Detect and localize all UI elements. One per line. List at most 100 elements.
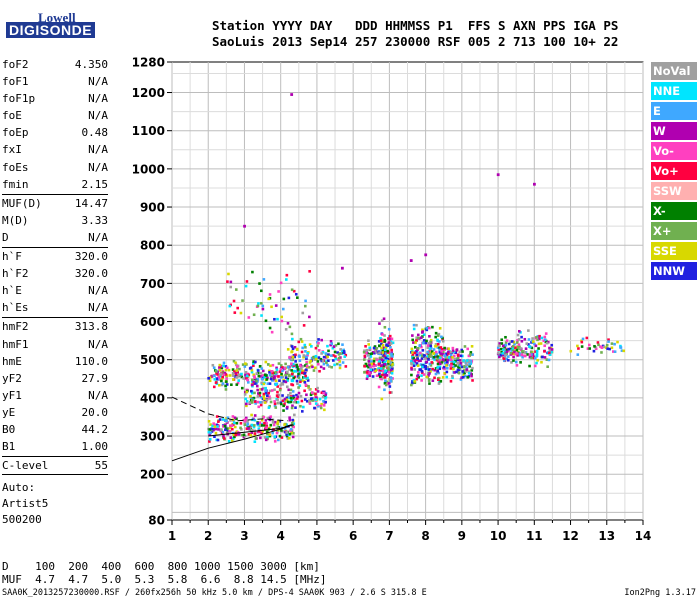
echo-point (220, 366, 224, 370)
echo-point (273, 376, 276, 380)
echo-point (264, 438, 268, 442)
echo-point (327, 349, 330, 353)
echo-point (415, 339, 418, 342)
echo-point (518, 353, 522, 357)
echo-point (225, 417, 228, 420)
parameter-value: 1.00 (81, 440, 109, 454)
echo-point (420, 369, 424, 373)
echo-point (269, 400, 273, 404)
echo-point (250, 368, 254, 372)
echo-point (521, 350, 524, 353)
echo-point (314, 402, 318, 405)
echo-point (452, 365, 456, 368)
echo-point (283, 427, 287, 430)
echo-point (226, 280, 229, 283)
echo-point (296, 400, 300, 404)
echo-point (241, 433, 244, 437)
echo-point (246, 378, 250, 382)
echo-point (441, 339, 445, 343)
echo-point (224, 384, 227, 388)
echo-point (313, 397, 316, 400)
echo-point (444, 355, 447, 359)
echo-point (577, 347, 580, 350)
echo-point (207, 377, 210, 380)
echo-point (299, 378, 302, 382)
echo-point (256, 304, 260, 308)
echo-point (247, 316, 251, 319)
echo-point (254, 360, 257, 364)
echo-point (267, 416, 271, 420)
distance-row: D 100 200 400 600 800 1000 1500 3000 [km… (2, 560, 320, 573)
echo-point (381, 349, 385, 353)
echo-point (256, 369, 260, 372)
echo-point (430, 350, 434, 353)
echo-point (531, 337, 534, 340)
echo-point (291, 374, 294, 377)
echo-point (602, 345, 606, 349)
echo-point (245, 390, 248, 394)
echo-point (449, 358, 453, 361)
echo-point (256, 400, 260, 404)
echo-point (279, 364, 283, 367)
echo-point (540, 336, 544, 340)
echo-point (464, 370, 468, 373)
echo-point (500, 347, 503, 351)
echo-point (233, 416, 237, 420)
echo-point (207, 420, 211, 423)
echo-point (293, 355, 297, 359)
header-line-2: SaoLuis 2013 Sep14 257 230000 RSF 005 2 … (212, 34, 619, 49)
echo-point (230, 424, 234, 427)
echo-point (419, 359, 422, 363)
echo-point (415, 353, 419, 356)
echo-point (300, 340, 304, 343)
echo-point (510, 340, 514, 343)
parameter-name: hmE (2, 354, 22, 368)
echo-point (437, 382, 441, 385)
echo-point (260, 367, 264, 370)
echo-point (458, 359, 462, 362)
echo-point (297, 340, 301, 344)
echo-point (370, 362, 373, 366)
echo-point (310, 399, 314, 402)
echo-point (378, 368, 382, 372)
parameter-name: yE (2, 405, 16, 419)
echo-point (227, 272, 230, 276)
echo-point (240, 428, 243, 431)
echo-point (449, 350, 453, 354)
parameter-row: yF2 27.9 (2, 370, 108, 387)
echo-point (268, 382, 272, 385)
echo-point (239, 311, 243, 315)
echo-point (319, 406, 323, 410)
echo-point (212, 422, 215, 425)
echo-point (290, 406, 294, 410)
echo-point (282, 404, 285, 408)
echo-point (377, 360, 381, 364)
echo-point (523, 354, 527, 358)
echo-point (419, 336, 423, 340)
parameter-value: N/A (88, 109, 108, 123)
echo-point (420, 357, 424, 360)
echo-point (224, 423, 227, 427)
echo-point (264, 419, 268, 422)
echo-point (340, 349, 344, 353)
echo-point (426, 352, 430, 355)
echo-point (509, 340, 512, 343)
echo-point (410, 381, 414, 385)
echo-point (418, 368, 421, 371)
echo-point (449, 379, 453, 383)
echo-point (225, 383, 229, 386)
echo-point (285, 396, 289, 400)
echo-point (421, 354, 424, 358)
parameter-value: N/A (88, 75, 108, 89)
echo-point (221, 371, 225, 374)
logo-lowell-text: Lowell (38, 10, 76, 25)
echo-point (452, 362, 456, 366)
echo-point (378, 359, 381, 362)
echo-point (286, 365, 290, 369)
echo-point (496, 346, 500, 350)
echo-point (232, 433, 236, 436)
parameter-value: 3.33 (81, 213, 109, 227)
echo-point (301, 311, 305, 315)
echo-point (288, 396, 291, 400)
parameter-value: 0.48 (81, 126, 109, 140)
